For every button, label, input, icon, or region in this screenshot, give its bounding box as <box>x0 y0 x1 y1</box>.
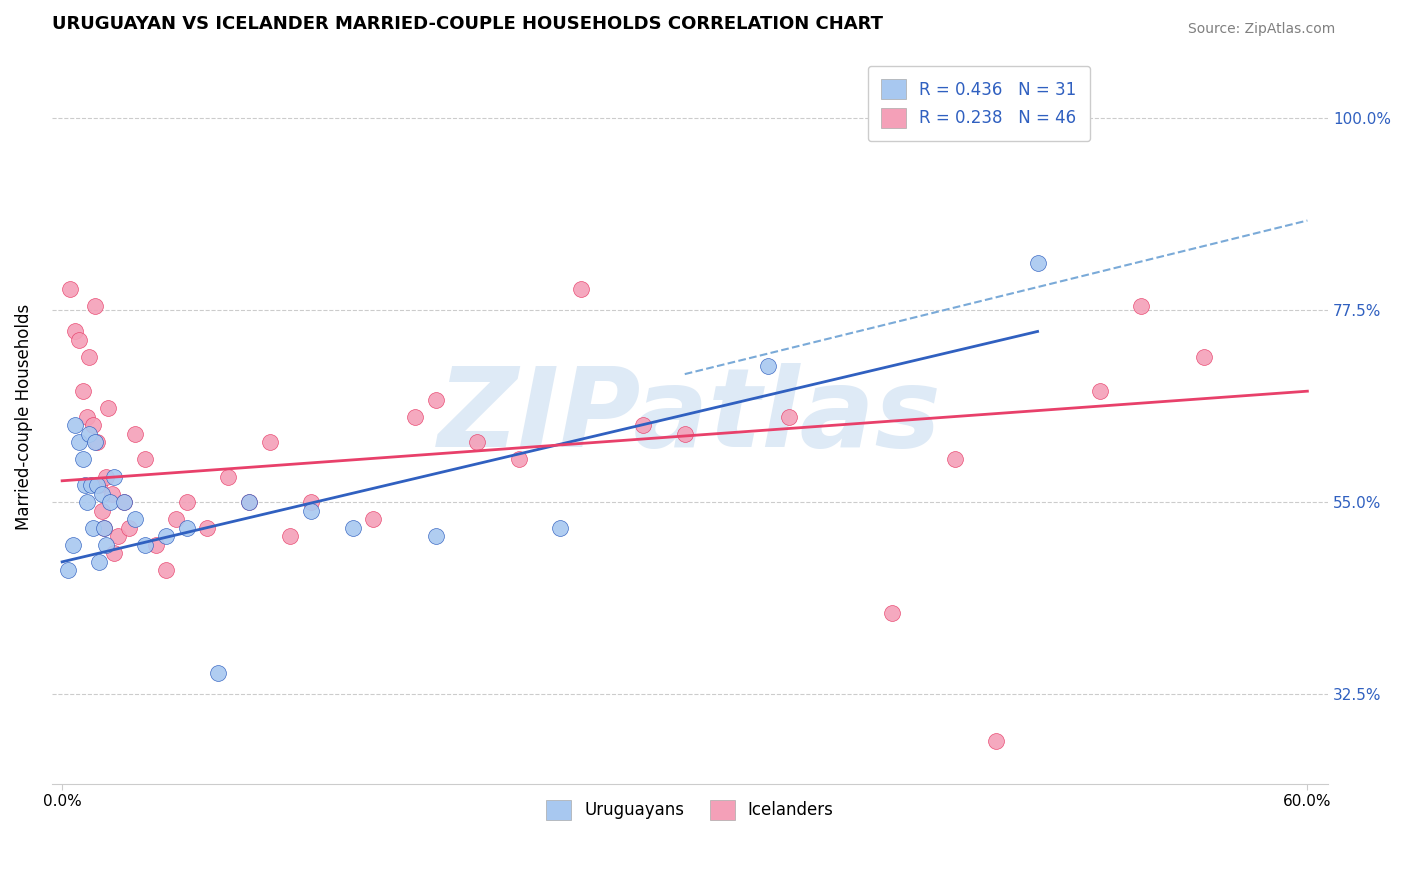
Text: URUGUAYAN VS ICELANDER MARRIED-COUPLE HOUSEHOLDS CORRELATION CHART: URUGUAYAN VS ICELANDER MARRIED-COUPLE HO… <box>52 15 883 33</box>
Point <box>155 563 177 577</box>
Y-axis label: Married-couple Households: Married-couple Households <box>15 303 32 530</box>
Point <box>176 521 198 535</box>
Point <box>107 529 129 543</box>
Point <box>86 435 108 450</box>
Point <box>238 495 260 509</box>
Point <box>72 384 94 399</box>
Point <box>176 495 198 509</box>
Point <box>76 495 98 509</box>
Point <box>89 478 111 492</box>
Point <box>77 426 100 441</box>
Point <box>882 606 904 620</box>
Point <box>299 503 322 517</box>
Point <box>103 546 125 560</box>
Point <box>134 452 156 467</box>
Point <box>1026 256 1049 270</box>
Point <box>363 512 385 526</box>
Point <box>93 521 115 535</box>
Point <box>124 426 146 441</box>
Point <box>404 409 426 424</box>
Point <box>76 409 98 424</box>
Point <box>73 478 96 492</box>
Point <box>59 282 82 296</box>
Point <box>425 529 447 543</box>
Point <box>508 452 530 467</box>
Text: Source: ZipAtlas.com: Source: ZipAtlas.com <box>1188 22 1336 37</box>
Point <box>90 503 112 517</box>
Point <box>299 495 322 509</box>
Point <box>673 426 696 441</box>
Text: ZIPatlas: ZIPatlas <box>439 363 942 470</box>
Point <box>86 478 108 492</box>
Point <box>259 435 281 450</box>
Point <box>63 325 86 339</box>
Point <box>93 521 115 535</box>
Point <box>94 538 117 552</box>
Point <box>165 512 187 526</box>
Point <box>134 538 156 552</box>
Point <box>62 538 84 552</box>
Point <box>82 521 104 535</box>
Point <box>633 418 655 433</box>
Point <box>72 452 94 467</box>
Point <box>1088 384 1111 399</box>
Point <box>155 529 177 543</box>
Point <box>101 486 124 500</box>
Point <box>984 734 1007 748</box>
Point <box>84 435 107 450</box>
Point <box>280 529 302 543</box>
Point <box>778 409 800 424</box>
Point <box>943 452 966 467</box>
Point <box>97 401 120 416</box>
Point <box>84 299 107 313</box>
Point <box>207 665 229 680</box>
Point <box>58 563 80 577</box>
Point <box>63 418 86 433</box>
Point <box>82 418 104 433</box>
Legend: Uruguayans, Icelanders: Uruguayans, Icelanders <box>540 793 841 827</box>
Point <box>90 486 112 500</box>
Point <box>197 521 219 535</box>
Point <box>98 495 121 509</box>
Point <box>67 333 90 347</box>
Point <box>112 495 135 509</box>
Point <box>145 538 167 552</box>
Point <box>425 392 447 407</box>
Point <box>217 469 239 483</box>
Point <box>94 469 117 483</box>
Point <box>548 521 571 535</box>
Point <box>342 521 364 535</box>
Point <box>1192 350 1215 364</box>
Point <box>67 435 90 450</box>
Point <box>89 555 111 569</box>
Point <box>80 478 103 492</box>
Point <box>756 359 779 373</box>
Point <box>112 495 135 509</box>
Point <box>117 521 139 535</box>
Point <box>77 350 100 364</box>
Point <box>238 495 260 509</box>
Point <box>124 512 146 526</box>
Point <box>103 469 125 483</box>
Point <box>569 282 592 296</box>
Point <box>465 435 488 450</box>
Point <box>1130 299 1153 313</box>
